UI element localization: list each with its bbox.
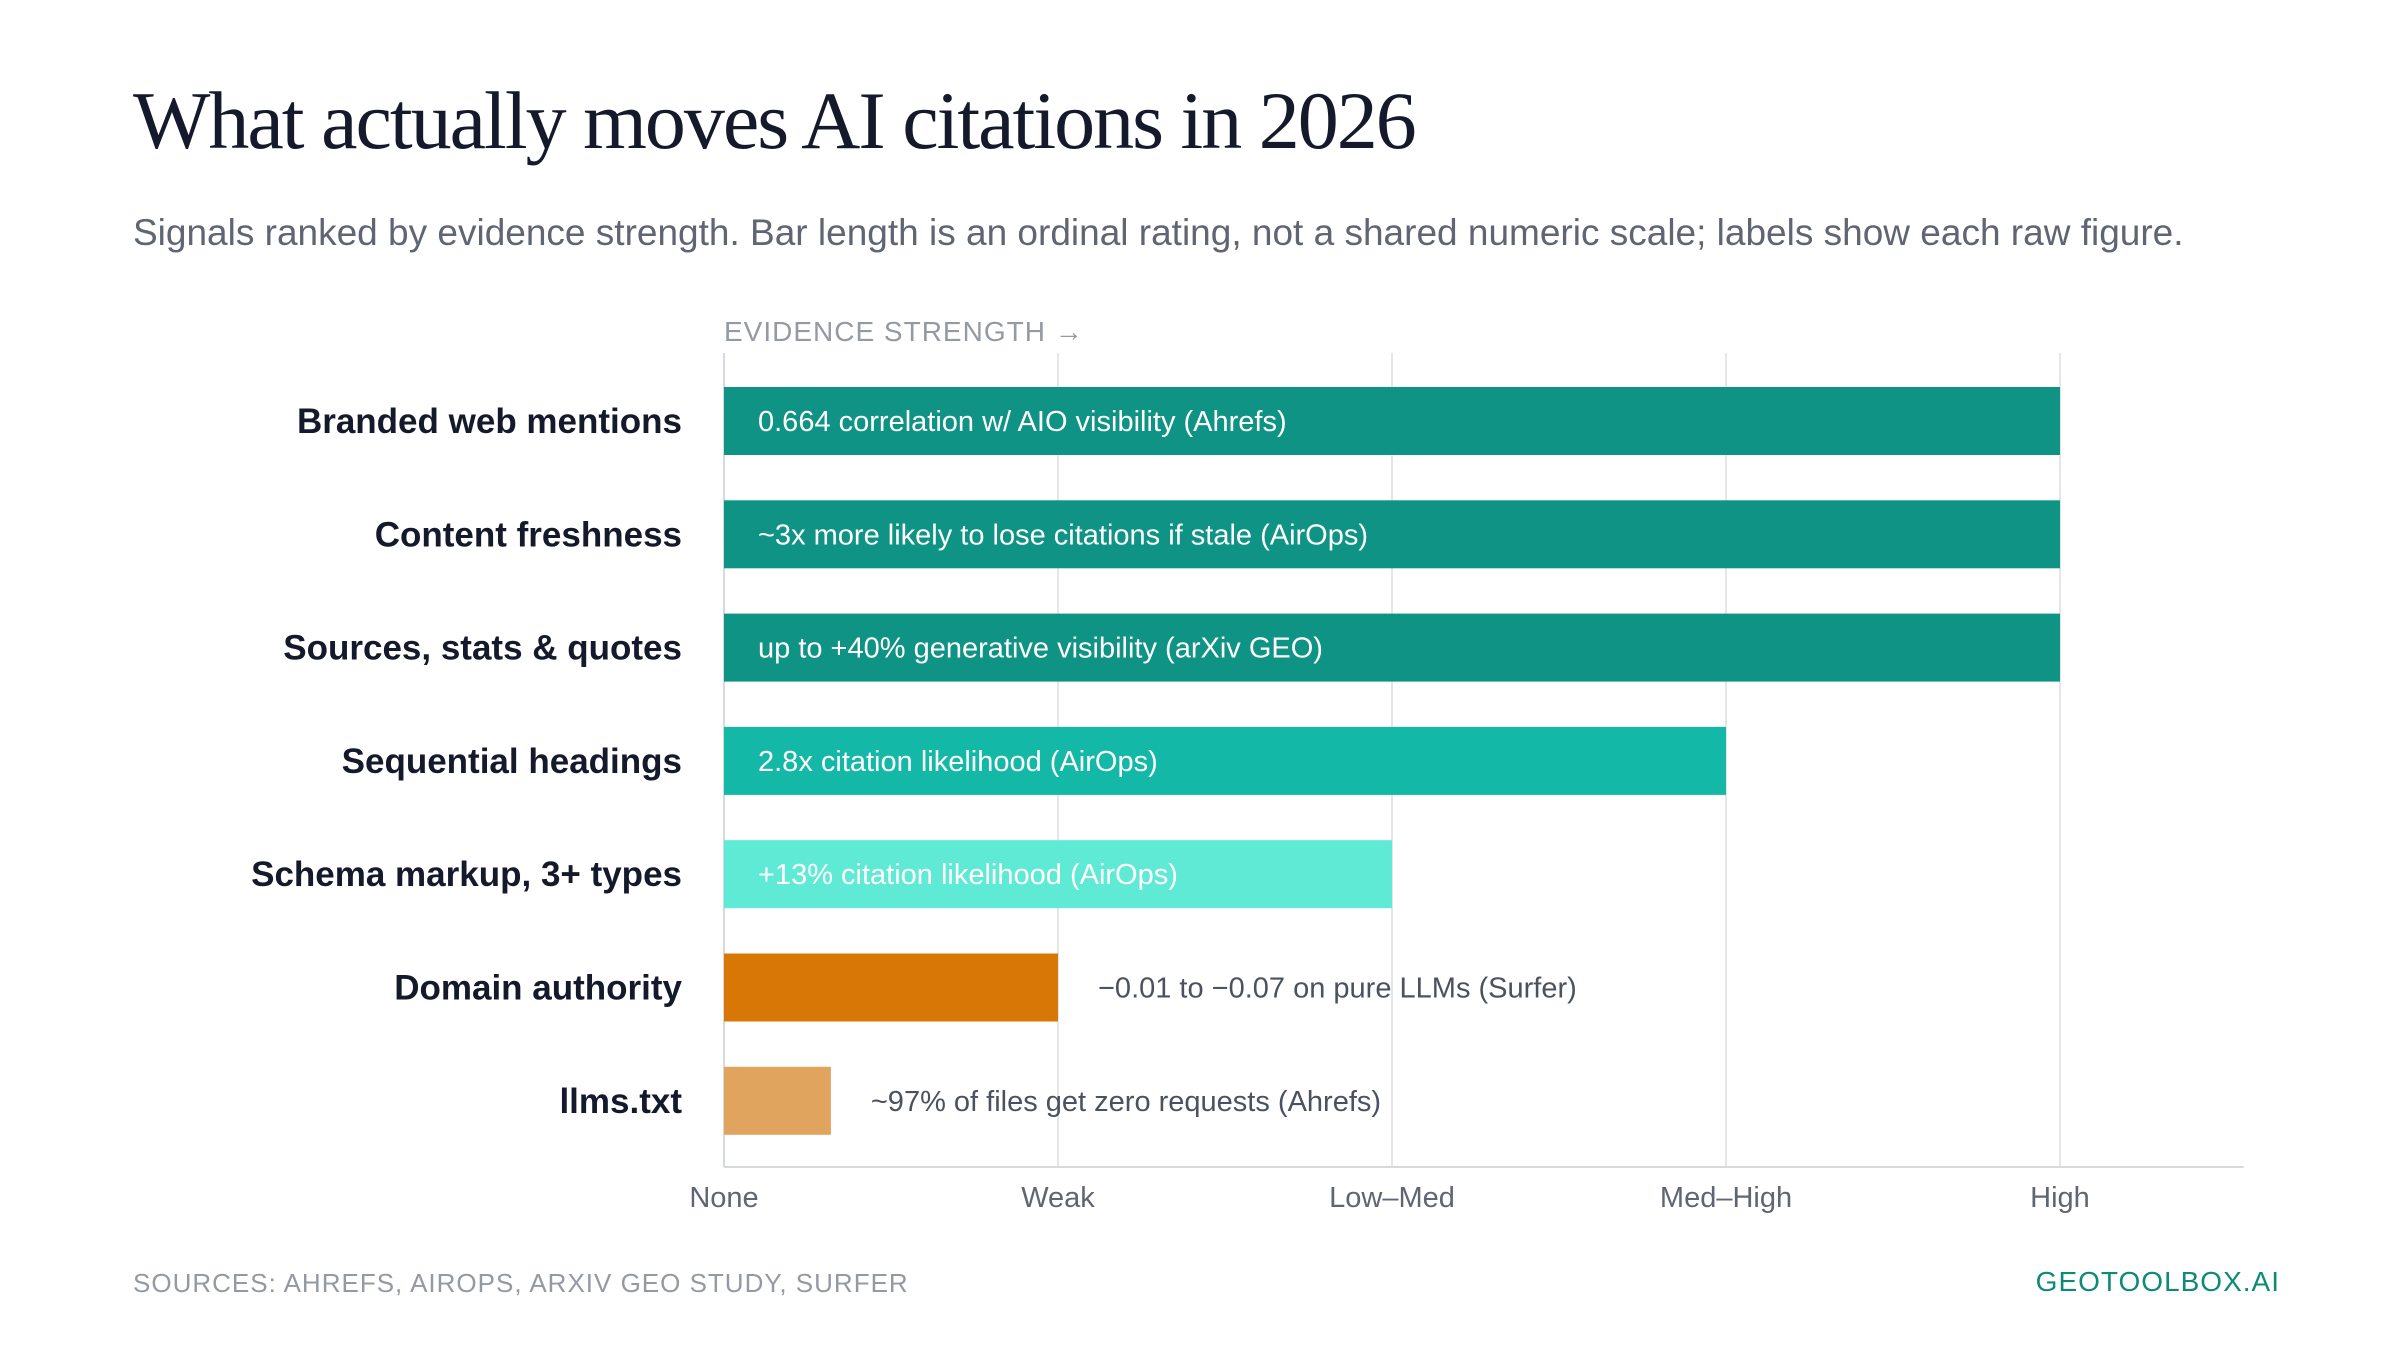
- bar-value-label: −0.01 to −0.07 on pure LLMs (Surfer): [1098, 973, 1577, 1005]
- category-label: Content freshness: [375, 515, 682, 554]
- bar: [724, 726, 1726, 795]
- category-label: Sequential headings: [342, 742, 682, 781]
- x-tick-label: Weak: [1021, 1182, 1095, 1214]
- brand-link[interactable]: GEOTOOLBOX.AI: [2035, 1266, 2280, 1297]
- labels: EVIDENCE STRENGTH → None Weak Low–Med Med–Hi…: [251, 316, 2090, 1214]
- category-label: Schema markup, 3+ types: [251, 855, 682, 894]
- bar: [724, 387, 2060, 455]
- bar-value-label: ~3x more likely to lose citations if sta…: [758, 519, 1368, 551]
- bar: [724, 1066, 831, 1135]
- bar-value-label: 2.8x citation likelihood (AirOps): [758, 746, 1158, 778]
- chart-subtitle: Signals ranked by evidence strength. Bar…: [133, 212, 2184, 253]
- x-tick-label: High: [2030, 1182, 2090, 1214]
- bar-value-label: up to +40% generative visibility (arXiv …: [758, 633, 1323, 665]
- category-label: Branded web mentions: [297, 402, 682, 441]
- bars: [724, 387, 2060, 1135]
- axis-caption: EVIDENCE STRENGTH →: [724, 316, 1084, 347]
- x-tick-label: Low–Med: [1329, 1182, 1455, 1214]
- sources-note: SOURCES: AHREFS, AIROPS, ARXIV GEO STUDY…: [133, 1268, 909, 1298]
- bar-value-label: +13% citation likelihood (AirOps): [758, 859, 1178, 891]
- chart-title: What actually moves AI citations in 2026: [133, 75, 1417, 166]
- category-label: Sources, stats & quotes: [283, 629, 682, 668]
- category-label: Domain authority: [394, 969, 682, 1008]
- x-tick-label: None: [689, 1182, 758, 1214]
- x-tick-label: Med–High: [1660, 1182, 1792, 1214]
- bar: [724, 840, 1392, 909]
- bar: [724, 500, 2060, 569]
- bar: [724, 953, 1058, 1022]
- bar-value-label: 0.664 correlation w/ AIO visibility (Ahr…: [758, 406, 1287, 438]
- category-label: llms.txt: [559, 1082, 682, 1121]
- bar-value-label: ~97% of files get zero requests (Ahrefs): [871, 1086, 1381, 1118]
- bar: [724, 613, 2060, 682]
